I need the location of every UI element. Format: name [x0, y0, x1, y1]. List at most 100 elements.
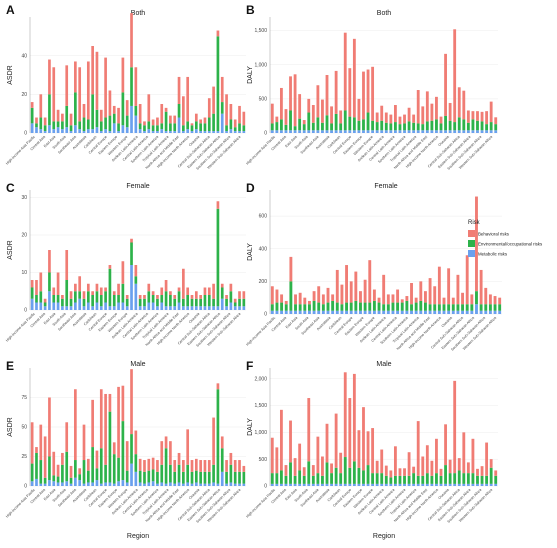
bar-segment: [311, 483, 315, 486]
bar-segment: [425, 91, 429, 122]
bar-segment: [335, 310, 339, 314]
bar-segment: [242, 483, 246, 486]
bar-segment: [160, 441, 164, 465]
bar-segment: [156, 306, 159, 310]
bar-segment: [56, 127, 60, 133]
bar-segment: [130, 265, 133, 310]
bar-segment: [151, 291, 155, 295]
bar-segment: [182, 131, 185, 133]
bar-segment: [448, 130, 452, 133]
bar-segment: [48, 125, 51, 133]
bar-segment: [151, 131, 155, 133]
bar-segment: [371, 66, 375, 121]
bar-segment: [414, 302, 418, 311]
bar-segment: [366, 431, 370, 466]
bar-segment: [104, 464, 107, 483]
bar-segment: [489, 101, 493, 123]
legend-label: Environmental/occupational risks: [478, 242, 543, 247]
bar-segment: [396, 289, 400, 303]
bar-segment: [225, 298, 228, 307]
bar-segment: [289, 420, 292, 463]
bar-segment: [289, 281, 293, 311]
bar-segment: [151, 469, 155, 482]
bar-segment: [147, 129, 151, 133]
bar-segment: [43, 436, 47, 478]
bar-segment: [125, 306, 129, 310]
bar-segment: [173, 131, 177, 133]
bar-segment: [35, 127, 38, 133]
bar-segment: [453, 130, 457, 133]
bar-segment: [39, 129, 43, 133]
bar-segment: [112, 105, 116, 114]
bar-segment: [203, 123, 207, 132]
bar-segment: [99, 389, 103, 449]
bar-segment: [298, 94, 302, 119]
bar-segment: [480, 111, 484, 122]
bar-segment: [363, 279, 367, 303]
bar-segment: [108, 393, 112, 412]
bar-segment: [117, 131, 120, 133]
bar-segment: [238, 298, 241, 307]
bar-segment: [125, 298, 129, 307]
bar-segment: [238, 460, 241, 472]
bar-segment: [407, 483, 411, 486]
bar-segment: [444, 483, 447, 486]
bar-segment: [190, 306, 194, 310]
bar-segment: [430, 120, 434, 131]
bar-segment: [357, 467, 361, 484]
panel-letter: F: [246, 359, 253, 373]
bar-segment: [112, 454, 116, 484]
bar-segment: [470, 294, 474, 305]
bar-segment: [169, 131, 172, 133]
bar-segment: [400, 299, 404, 303]
bar-segment: [471, 130, 475, 133]
bar-segment: [207, 117, 211, 132]
bar-segment: [238, 131, 241, 133]
bar-segment: [160, 104, 164, 124]
bar-segment: [190, 460, 194, 472]
bar-segment: [151, 295, 155, 303]
bar-segment: [307, 461, 311, 484]
bar-segment: [169, 291, 172, 295]
bar-segment: [461, 310, 464, 314]
bar-segment: [311, 465, 315, 476]
bar-segment: [284, 465, 288, 476]
panel-letter: A: [6, 3, 15, 17]
panel-title: Female: [374, 183, 397, 190]
bar-segment: [216, 483, 220, 486]
bar-segment: [177, 452, 181, 465]
bar-segment: [207, 471, 211, 484]
bar-segment: [203, 131, 207, 133]
bar-segment: [199, 131, 202, 133]
bar-segment: [125, 100, 129, 116]
bar-segment: [61, 129, 64, 133]
bar-segment: [311, 130, 315, 133]
bar-segment: [233, 298, 237, 303]
bar-segment: [65, 127, 69, 133]
bar-segment: [480, 466, 484, 476]
bar-segment: [331, 294, 335, 301]
bar-segment: [294, 294, 297, 305]
bar-segment: [362, 470, 365, 484]
bar-segment: [307, 398, 311, 462]
bar-segment: [439, 123, 443, 131]
bar-segment: [375, 122, 379, 131]
bar-segment: [325, 115, 329, 131]
panel-letter: D: [246, 181, 255, 195]
bar-segment: [147, 482, 151, 486]
bar-segment: [334, 70, 338, 114]
bar-segment: [108, 90, 112, 116]
bar-segment: [462, 130, 466, 133]
bar-segment: [30, 287, 34, 299]
bar-segment: [143, 298, 146, 307]
bar-segment: [498, 297, 502, 305]
bar-segment: [82, 306, 86, 310]
bar-segment: [78, 276, 82, 292]
bar-segment: [78, 468, 82, 475]
bar-segment: [298, 470, 302, 484]
bar-segment: [143, 125, 146, 132]
bar-segment: [212, 131, 215, 133]
bar-segment: [35, 478, 38, 486]
bar-segment: [220, 436, 224, 449]
bar-segment: [121, 57, 125, 93]
